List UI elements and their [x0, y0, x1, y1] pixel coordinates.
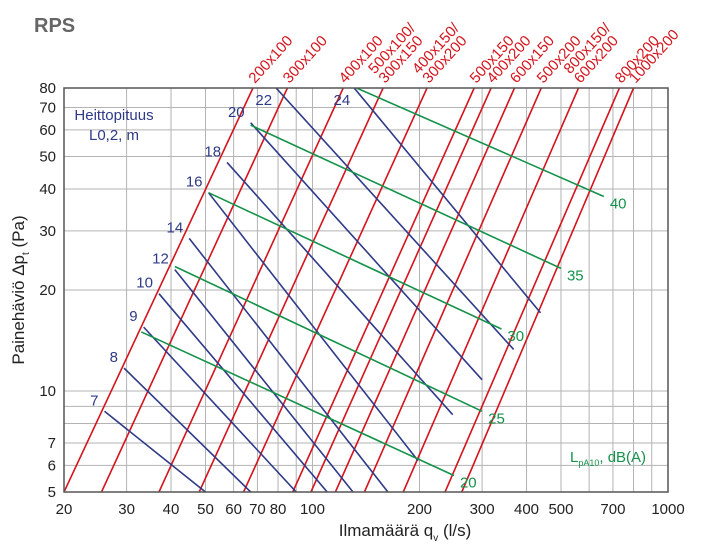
sound-level-label: 20 — [460, 474, 477, 491]
x-tick-label: 100 — [300, 501, 325, 518]
y-tick-label: 60 — [39, 122, 56, 139]
x-tick-label: 50 — [197, 501, 214, 518]
duct-size-line — [242, 88, 428, 492]
y-tick-label: 6 — [48, 457, 56, 474]
throw-length-label: 8 — [110, 349, 118, 366]
throw-length-label: 14 — [167, 219, 184, 236]
throw-length-label: 20 — [228, 104, 245, 121]
duct-size-line — [402, 88, 580, 492]
sound-level-line — [250, 124, 562, 270]
throw-length-label: 24 — [333, 92, 350, 109]
x-tick-label: 400 — [514, 501, 539, 518]
throw-length-label: 18 — [204, 143, 221, 160]
y-tick-label: 50 — [39, 148, 56, 165]
duct-size-line — [334, 88, 516, 492]
sound-level-label: 35 — [567, 267, 584, 284]
plot-area-border — [63, 87, 669, 493]
x-tick-label: 20 — [56, 501, 73, 518]
grid — [63, 87, 669, 493]
throw-length-label: 10 — [136, 275, 153, 292]
x-axis-label-tail: (l/s) — [438, 521, 471, 540]
sound-level-line — [140, 331, 455, 477]
x-axis-label-sub: v — [433, 533, 438, 544]
y-axis-label-sub: t — [21, 252, 32, 255]
throw-length-line — [174, 269, 354, 492]
throw-length-line — [226, 161, 454, 416]
sound-level-legend-sub: pA10 — [578, 458, 599, 468]
chart-title: RPS — [34, 15, 75, 37]
y-axis-label-tail: (Pa) — [9, 215, 28, 252]
y-tick-label: 70 — [39, 99, 56, 116]
throw-length-line — [275, 88, 515, 350]
throw-length-line — [188, 237, 389, 492]
duct-size-line — [292, 88, 475, 492]
x-tick-label: 70 — [249, 501, 266, 518]
x-tick-label: 40 — [163, 501, 180, 518]
duct-size-line — [198, 88, 384, 492]
throw-length-legend-line1: Heittopituus — [74, 107, 153, 124]
duct-size-label: 400x150/300x200 — [409, 19, 474, 86]
duct-size-line — [100, 88, 289, 492]
throw-length-line — [250, 122, 483, 381]
x-axis-label-main: Ilmamäärä q — [339, 521, 433, 540]
duct-size-line — [158, 88, 344, 492]
duct-size-line — [461, 88, 635, 492]
throw-length-label: 12 — [152, 251, 169, 268]
throw-length-label: 7 — [90, 392, 98, 409]
x-tick-label: 30 — [118, 501, 135, 518]
x-tick-label: 80 — [270, 501, 287, 518]
y-axis-label-main: Painehäviö Δp — [9, 255, 28, 365]
throw-length-label: 16 — [186, 174, 203, 191]
throw-length-line — [123, 367, 252, 492]
throw-length-line — [207, 192, 419, 462]
y-axis-label: Painehäviö Δpt (Pa) — [9, 215, 32, 364]
y-tick-label: 7 — [48, 435, 56, 452]
sound-level-label: 40 — [610, 195, 627, 212]
x-tick-label: 500 — [548, 501, 573, 518]
sound-level-legend-main: L — [570, 449, 578, 466]
sound-level-line — [174, 265, 483, 413]
tick-labels: 20 30 40 50 60 70 80 100 200 300 400 500 700 10005671… — [39, 80, 684, 518]
x-tick-label: 200 — [407, 501, 432, 518]
x-axis-label: Ilmamäärä qv (l/s) — [339, 521, 472, 544]
x-tick-label: 300 — [470, 501, 495, 518]
throw-length-label: 22 — [255, 92, 272, 109]
sound-level-series — [140, 88, 605, 477]
x-tick-label: 60 — [225, 501, 242, 518]
x-tick-label: 1000 — [651, 501, 684, 518]
sound-level-label: 30 — [507, 328, 524, 345]
duct-size-series — [64, 88, 635, 492]
y-tick-label: 30 — [39, 223, 56, 240]
sound-level-line — [208, 191, 502, 330]
sound-level-legend: LpA10, dB(A) — [570, 449, 646, 468]
sound-level-legend-tail: , dB(A) — [599, 449, 646, 466]
y-tick-label: 40 — [39, 181, 56, 198]
plot-frame — [63, 87, 669, 493]
y-tick-label: 10 — [39, 383, 56, 400]
x-tick-label: 700 — [600, 501, 625, 518]
throw-length-line — [143, 326, 297, 492]
throw-length-label: 9 — [129, 308, 137, 325]
throw-length-legend-line2: L0,2, m — [89, 127, 139, 144]
throw-length-line — [158, 293, 328, 492]
throw-length-line — [353, 88, 542, 314]
duct-size-line — [444, 88, 621, 492]
y-tick-label: 80 — [39, 80, 56, 97]
throw-length-series — [104, 88, 542, 492]
throw-length-line — [104, 410, 206, 492]
sound-level-label: 25 — [488, 410, 505, 427]
y-tick-label: 5 — [48, 484, 56, 501]
sound-level-line — [356, 88, 605, 198]
duct-size-line — [64, 88, 254, 492]
y-tick-label: 20 — [39, 282, 56, 299]
